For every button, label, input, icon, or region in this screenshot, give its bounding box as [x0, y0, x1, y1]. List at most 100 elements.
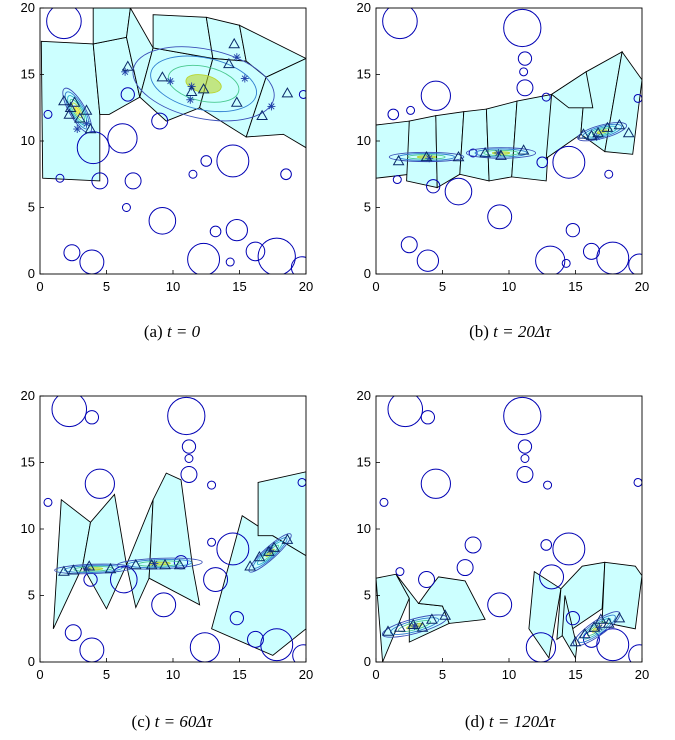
- x-tick-label: 0: [36, 667, 43, 682]
- agent-triangle: [416, 621, 429, 632]
- obstacle-circle: [387, 108, 400, 121]
- y-tick-label: 15: [21, 455, 35, 470]
- obstacle-circle: [561, 258, 571, 268]
- agent-triangle: [439, 609, 452, 620]
- obstacle-circle: [151, 592, 177, 618]
- obstacle-circle: [246, 630, 264, 648]
- obstacle-circle: [184, 454, 194, 464]
- panel-d: 0 5 10 15 20 0 5 10 15 20: [337, 370, 675, 740]
- obstacle-circle: [633, 93, 642, 103]
- agent-triangle: [578, 628, 591, 639]
- x-tick-label: 15: [568, 279, 582, 294]
- agent-triangle: [577, 128, 590, 139]
- x-tick-label: 5: [103, 667, 110, 682]
- agent-triangle: [156, 71, 169, 82]
- agent-triangle: [84, 122, 97, 134]
- agent-triangle: [426, 613, 438, 624]
- y-tick-label: 20: [21, 388, 35, 403]
- cell-polygon: [257, 471, 306, 557]
- target-marker: [267, 102, 276, 111]
- obstacle-circle: [536, 156, 549, 169]
- density-contour: [167, 64, 240, 103]
- agent-triangle: [613, 612, 626, 623]
- obstacle-circle: [84, 410, 100, 425]
- plot-area: [376, 396, 642, 662]
- agent-triangle: [281, 533, 294, 544]
- obstacle-circle: [468, 148, 478, 158]
- obstacle-circle: [541, 92, 551, 102]
- y-tick-label: 5: [28, 588, 35, 603]
- obstacle-circle: [181, 439, 197, 454]
- density-contour: [132, 46, 275, 122]
- y-tick-label: 0: [364, 266, 371, 281]
- obstacle-circle: [207, 480, 217, 490]
- obstacle-circle: [520, 454, 530, 464]
- obstacle-circle: [76, 131, 110, 165]
- obstacle-circle: [379, 497, 389, 507]
- panel-a: 0 5 10 15 20 0 5 10 15 20: [0, 0, 337, 350]
- x-tick-label: 10: [502, 667, 516, 682]
- y-tick-label: 20: [21, 0, 35, 15]
- cell-polygon: [435, 111, 465, 189]
- y-tick-label: 15: [21, 67, 35, 82]
- y-tick-label: 20: [357, 388, 371, 403]
- obstacle-circle: [382, 8, 418, 40]
- x-tick-label: 15: [568, 667, 582, 682]
- obstacle-circle: [552, 532, 586, 566]
- agent-triangle: [67, 564, 80, 575]
- density-contour: [407, 154, 446, 160]
- obstacle-circle: [517, 51, 533, 66]
- plot-area: [40, 8, 306, 274]
- plot-area: [43, 396, 306, 662]
- x-tick-label: 0: [372, 279, 379, 294]
- agent-triangle: [58, 565, 70, 576]
- obstacle-circle: [209, 225, 222, 238]
- caption-d: (d) t = 120Δτ: [464, 712, 556, 731]
- x-tick-label: 10: [166, 667, 180, 682]
- obstacle-circle: [148, 207, 177, 235]
- y-tick-label: 20: [357, 0, 371, 15]
- density-contour: [150, 55, 258, 112]
- x-tick-label: 10: [502, 279, 516, 294]
- y-tick-label: 0: [364, 654, 371, 669]
- obstacle-circle: [229, 610, 244, 626]
- obstacle-circle: [420, 468, 451, 499]
- obstacle-circle: [543, 480, 553, 490]
- obstacle-circle: [426, 179, 441, 194]
- obstacle-circle: [292, 644, 306, 662]
- x-tick-label: 20: [299, 279, 313, 294]
- x-tick-label: 10: [166, 279, 180, 294]
- agent-triangle: [495, 149, 507, 160]
- y-tick-label: 0: [28, 266, 35, 281]
- y-tick-label: 15: [357, 67, 371, 82]
- obstacle-circle: [535, 245, 566, 274]
- chart-svg: 0 5 10 15 20 0 5 10 15 20: [357, 388, 650, 682]
- agent-triangle: [223, 57, 235, 69]
- caption-a: (a) t = 0: [143, 322, 201, 341]
- cell-polygon: [528, 570, 562, 660]
- cell-polygon: [376, 120, 410, 179]
- density-contour: [63, 564, 123, 573]
- obstacle-circle: [539, 564, 565, 590]
- agent-triangle: [63, 108, 76, 119]
- obstacle-circle: [552, 145, 586, 179]
- obstacle-circle: [216, 532, 250, 566]
- obstacle-circle: [400, 236, 418, 254]
- agent-triangle: [68, 96, 81, 107]
- obstacle-circle: [79, 249, 105, 274]
- x-tick-label: 0: [36, 279, 43, 294]
- obstacle-circle: [79, 637, 105, 662]
- agent-triangle: [74, 112, 86, 123]
- obstacle-circle: [84, 468, 115, 499]
- x-tick-label: 5: [439, 279, 446, 294]
- obstacle-circle: [395, 567, 405, 577]
- agent-triangle: [197, 83, 210, 94]
- cell-polygon: [205, 16, 247, 62]
- agent-triangle: [244, 560, 256, 571]
- agent-triangle: [80, 104, 93, 115]
- y-tick-label: 10: [21, 133, 35, 148]
- target-marker: [240, 74, 249, 83]
- obstacle-circle: [63, 244, 81, 262]
- obstacle-circle: [51, 396, 88, 428]
- obstacle-circle: [456, 559, 474, 577]
